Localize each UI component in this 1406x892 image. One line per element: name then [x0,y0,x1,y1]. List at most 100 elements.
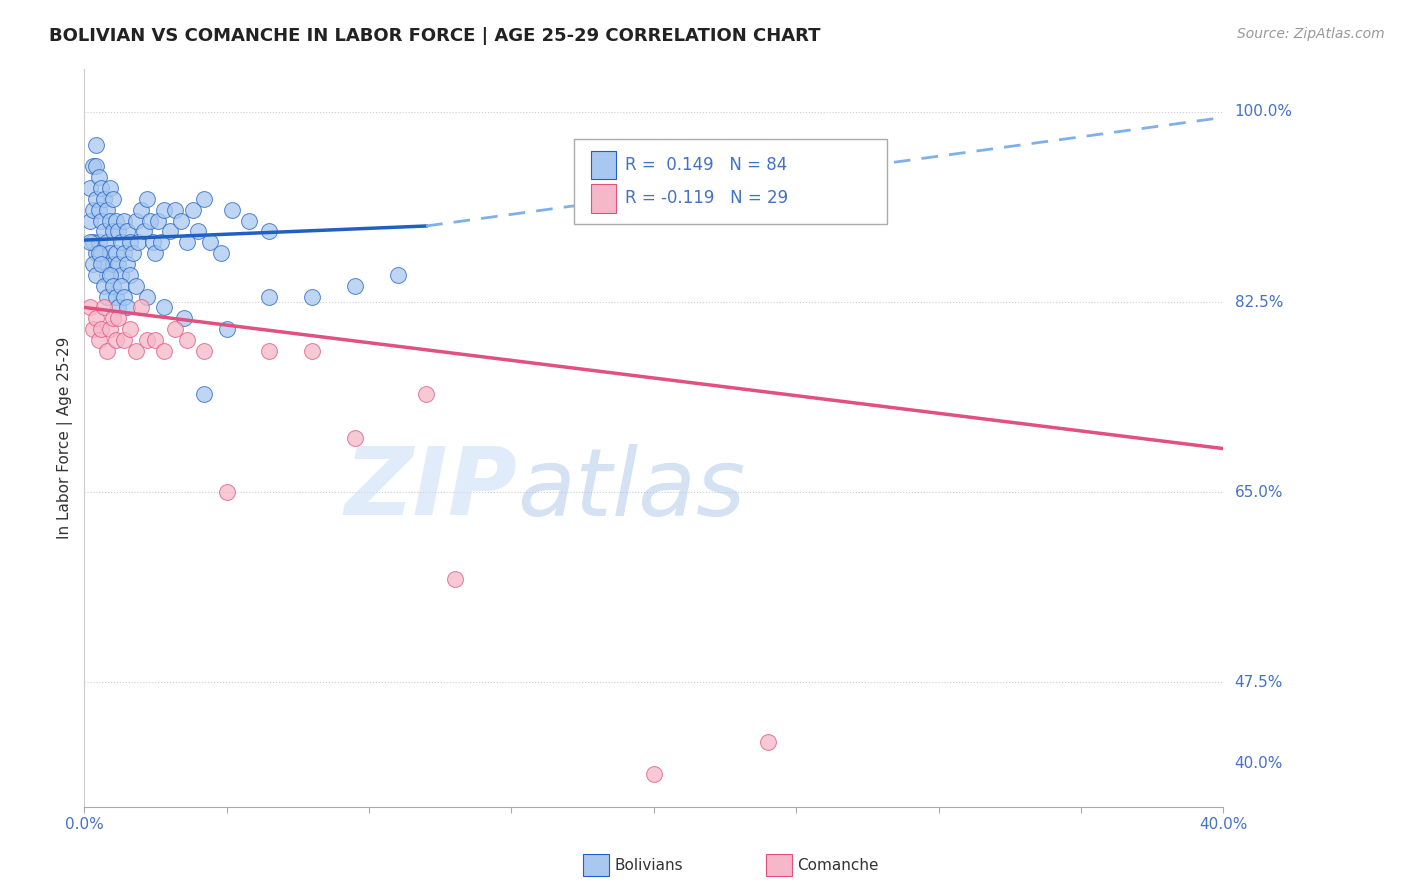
Point [387,268,409,282]
Point [193,343,215,358]
Point [82,257,104,271]
Point [136,289,159,303]
Point [90,181,112,195]
Point [79,301,101,315]
Point [173,311,195,326]
Point [96,202,118,217]
Text: 100.0%: 100.0% [1234,104,1292,120]
Point [84,246,107,260]
Text: Comanche: Comanche [797,858,879,872]
Point [90,246,112,260]
Point [115,224,138,238]
Text: ZIP: ZIP [344,443,517,535]
Point [112,333,135,347]
Point [112,213,135,227]
Point [90,322,112,336]
Point [150,235,173,250]
Point [159,224,181,238]
Text: 40.0%: 40.0% [1234,756,1282,771]
Point [209,246,232,260]
Point [112,246,135,260]
Point [107,257,129,271]
Point [90,257,112,271]
Point [87,202,110,217]
Point [82,322,104,336]
Point [181,202,204,217]
Text: 47.5%: 47.5% [1234,674,1282,690]
Point [215,322,238,336]
Point [93,224,115,238]
Point [104,213,127,227]
Point [107,224,129,238]
Text: Bolivians: Bolivians [614,858,683,872]
Point [104,289,127,303]
Point [259,224,281,238]
Bar [592,185,616,212]
Point [84,137,107,152]
Point [82,235,104,250]
Point [110,278,132,293]
Point [87,170,110,185]
Point [98,322,121,336]
Point [415,387,437,401]
Point [142,235,165,250]
Point [139,213,162,227]
Point [215,485,238,500]
Text: atlas: atlas [517,444,745,535]
Text: 65.0%: 65.0% [1234,484,1284,500]
Point [87,333,110,347]
Point [176,333,198,347]
Point [110,235,132,250]
Point [93,192,115,206]
Point [115,301,138,315]
Point [193,387,215,401]
Point [93,301,115,315]
Point [82,159,104,173]
Point [118,235,141,250]
Point [165,202,187,217]
Point [93,278,115,293]
Point [118,268,141,282]
Point [136,192,159,206]
Point [343,278,366,293]
Point [148,213,170,227]
Text: 82.5%: 82.5% [1234,294,1282,310]
Point [259,289,281,303]
Point [221,202,243,217]
Point [101,224,124,238]
Point [124,213,146,227]
Y-axis label: In Labor Force | Age 25-29: In Labor Force | Age 25-29 [58,336,73,539]
Point [145,333,167,347]
Point [129,202,152,217]
Point [110,268,132,282]
Point [124,343,146,358]
Point [101,257,124,271]
Point [756,735,779,749]
Point [79,235,101,250]
Point [98,246,121,260]
Point [443,572,465,586]
Point [84,192,107,206]
Point [153,343,176,358]
Text: BOLIVIAN VS COMANCHE IN LABOR FORCE | AGE 25-29 CORRELATION CHART: BOLIVIAN VS COMANCHE IN LABOR FORCE | AG… [49,27,821,45]
Point [301,289,323,303]
Point [101,278,124,293]
Point [84,159,107,173]
Point [98,213,121,227]
Point [127,235,149,250]
Point [118,322,141,336]
Point [107,311,129,326]
Point [238,213,260,227]
Point [132,224,155,238]
Point [112,289,135,303]
Point [84,311,107,326]
Text: R = -0.119   N = 29: R = -0.119 N = 29 [626,189,789,207]
FancyBboxPatch shape [574,138,887,224]
Point [259,343,281,358]
Point [165,322,187,336]
Point [101,311,124,326]
Point [153,202,176,217]
Bar [592,152,616,179]
Text: Source: ZipAtlas.com: Source: ZipAtlas.com [1237,27,1385,41]
Point [187,224,209,238]
